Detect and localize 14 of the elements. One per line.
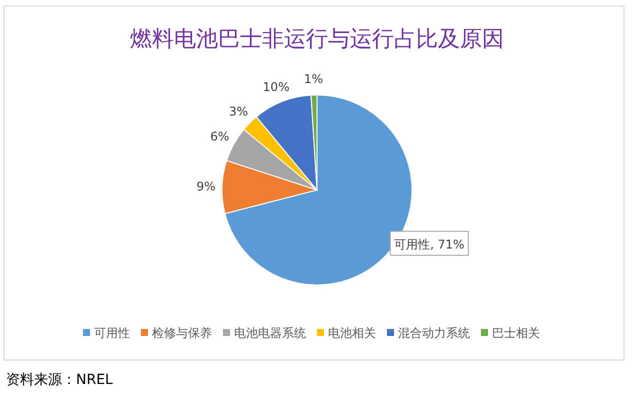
legend-label: 巴士相关 <box>492 326 540 340</box>
text: 资料来源：NREL <box>6 372 114 388</box>
data-label: 6% <box>210 130 230 144</box>
legend-label: 电池电器系统 <box>234 326 306 340</box>
data-label: 9% <box>196 180 216 194</box>
data-label: 3% <box>228 104 248 119</box>
data-label: 10% <box>262 80 290 94</box>
legend-label: 检修与保养 <box>152 326 212 340</box>
chart-title: 燃料电池巴士非运行与运行占比及原因 <box>130 27 504 52</box>
legend-label: 电池相关 <box>328 326 376 340</box>
legend-label: 混合动力系统 <box>398 326 470 340</box>
data-label: 可用性, 71% <box>394 237 464 252</box>
legend-label: 可用性 <box>94 326 130 340</box>
data-label: 1% <box>304 72 324 86</box>
